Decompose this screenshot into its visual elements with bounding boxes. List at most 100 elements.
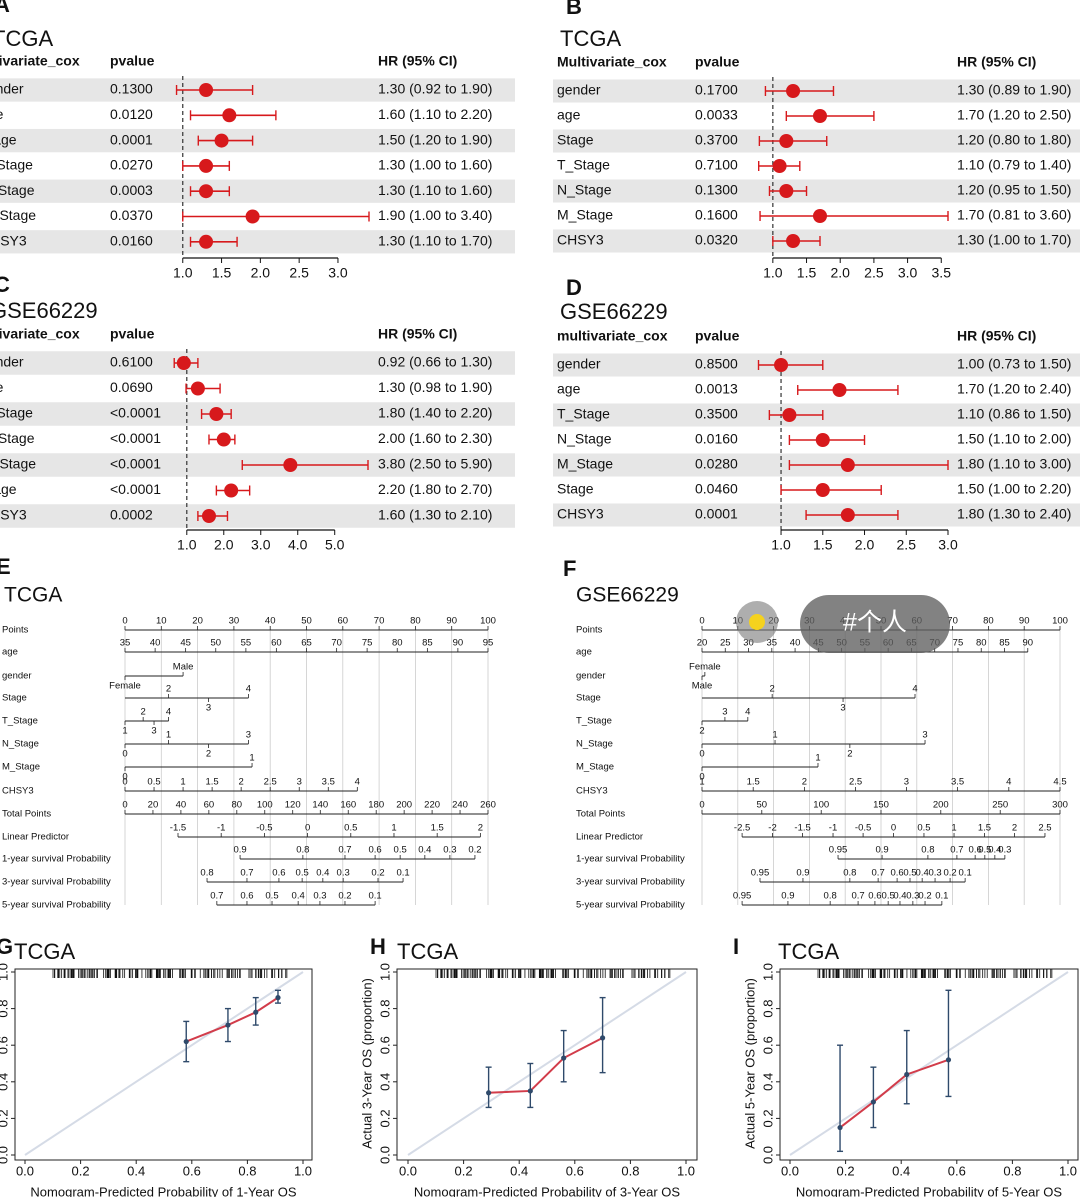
scale-label: 0.6 <box>868 891 881 902</box>
scale-label: 0.7 <box>240 868 253 879</box>
p-value: 0.1600 <box>695 207 738 223</box>
calibration-point <box>253 1009 259 1015</box>
scale-label: 3 <box>904 777 909 788</box>
scale-label: 100 <box>813 800 829 811</box>
row-label: T_Stage <box>2 716 38 727</box>
panel-letter: C <box>0 272 10 297</box>
hr-point <box>214 133 229 148</box>
y-tick-label: 0.8 <box>760 1000 775 1018</box>
scale-label: 1.5 <box>747 777 760 788</box>
x-tick-label: 0.8 <box>1003 1163 1021 1178</box>
row-stripe <box>0 402 515 426</box>
scale-label: -1.5 <box>170 823 186 834</box>
scale-label: 30 <box>229 616 240 627</box>
scale-label: Female <box>689 662 721 673</box>
scale-label: Male <box>692 681 713 692</box>
panel-letter: A <box>0 0 10 17</box>
hr-label: 1.30 (0.92 to 1.90) <box>378 81 492 97</box>
row-label: T_Stage <box>0 157 33 173</box>
row-label: CHSY3 <box>0 507 27 523</box>
scale-label: 80 <box>410 616 421 627</box>
scale-label: 0.8 <box>824 891 837 902</box>
panel-title: TCGA <box>778 939 839 964</box>
hr-label: 1.50 (1.20 to 1.90) <box>378 131 492 147</box>
scale-label: 0.2 <box>918 891 931 902</box>
scale-label: 3.5 <box>322 777 335 788</box>
scale-label: 90 <box>453 638 464 649</box>
scale-label: 2 <box>847 749 852 760</box>
scale-label: 0.2 <box>468 845 481 856</box>
row-label: T_Stage <box>557 157 610 173</box>
calibration-point <box>486 1090 492 1096</box>
scale-label: 0.7 <box>872 868 885 879</box>
scale-label: -0.5 <box>855 823 871 834</box>
scale-label: 0.9 <box>875 845 888 856</box>
scale-label: 10 <box>156 616 167 627</box>
p-value: <0.0001 <box>110 405 161 421</box>
column-header: HR (95% CI) <box>378 53 457 69</box>
x-tick-label: 0.0 <box>781 1163 799 1178</box>
calibration-line <box>185 996 279 1043</box>
panel-title: TCGA <box>4 584 62 607</box>
x-tick-label: 2.5 <box>897 537 917 553</box>
scale-label: 0.7 <box>851 891 864 902</box>
scale-label: 200 <box>396 800 412 811</box>
x-tick-label: 2.0 <box>251 265 271 281</box>
scale-label: 0.95 <box>751 868 770 879</box>
x-tick-label: 0.2 <box>72 1163 90 1178</box>
hr-point <box>779 134 794 148</box>
scale-label: 75 <box>953 638 964 649</box>
scale-label: 0.5 <box>978 845 991 856</box>
overlay-dot <box>749 614 765 630</box>
hr-label: 1.60 (1.30 to 2.10) <box>378 507 492 523</box>
hr-point <box>199 184 214 199</box>
scale-label: Male <box>173 662 194 673</box>
row-label: gender <box>557 82 601 98</box>
hr-label: 1.30 (1.00 to 1.70) <box>957 232 1071 248</box>
scale-label: 0.6 <box>969 845 982 856</box>
ideal-line <box>407 971 687 1156</box>
row-label: Total Points <box>2 809 51 820</box>
row-label: age <box>576 647 592 658</box>
scale-label: 0 <box>122 777 127 788</box>
scale-label: 90 <box>1019 616 1030 627</box>
hr-point <box>283 458 298 472</box>
panel-letter: G <box>0 934 13 959</box>
scale-label: 50 <box>210 638 221 649</box>
hr-point <box>779 184 794 198</box>
p-value: 0.1300 <box>695 182 738 198</box>
scale-label: 0.5 <box>265 891 278 902</box>
scale-label: 2 <box>802 777 807 788</box>
hr-label: 1.20 (0.95 to 1.50) <box>957 182 1071 198</box>
column-header: multivariate_cox <box>557 328 668 344</box>
x-tick-label: 3.5 <box>932 265 952 281</box>
scale-label: 180 <box>368 800 384 811</box>
scale-label: 0 <box>122 800 127 811</box>
scale-label: 0.7 <box>338 845 351 856</box>
hr-point <box>840 508 855 522</box>
row-label: CHSY3 <box>0 233 27 249</box>
x-tick-label: 0.4 <box>127 1163 145 1178</box>
scale-label: 2 <box>239 777 244 788</box>
p-value: 0.0003 <box>110 182 153 198</box>
panel-letter: I <box>733 934 739 959</box>
hr-point <box>224 483 239 498</box>
x-tick-label: 0.2 <box>837 1163 855 1178</box>
p-value: 0.0001 <box>110 131 153 147</box>
scale-label: 60 <box>204 800 215 811</box>
scale-label: 0 <box>305 823 310 834</box>
scale-label: 0.4 <box>316 868 329 879</box>
panel-letter: H <box>370 934 386 959</box>
hr-label: 1.70 (0.81 to 3.60) <box>957 207 1071 223</box>
x-tick-label: 3.0 <box>328 265 348 281</box>
scale-label: 140 <box>312 800 328 811</box>
p-value: 0.1700 <box>695 82 738 98</box>
hr-point <box>199 83 214 97</box>
scale-label: 1.5 <box>978 823 991 834</box>
scale-label: 85 <box>999 638 1010 649</box>
scale-label: 3 <box>722 707 727 718</box>
y-tick-label: 1.0 <box>760 963 775 981</box>
scale-label: 80 <box>392 638 403 649</box>
calibration-point <box>945 1057 952 1063</box>
